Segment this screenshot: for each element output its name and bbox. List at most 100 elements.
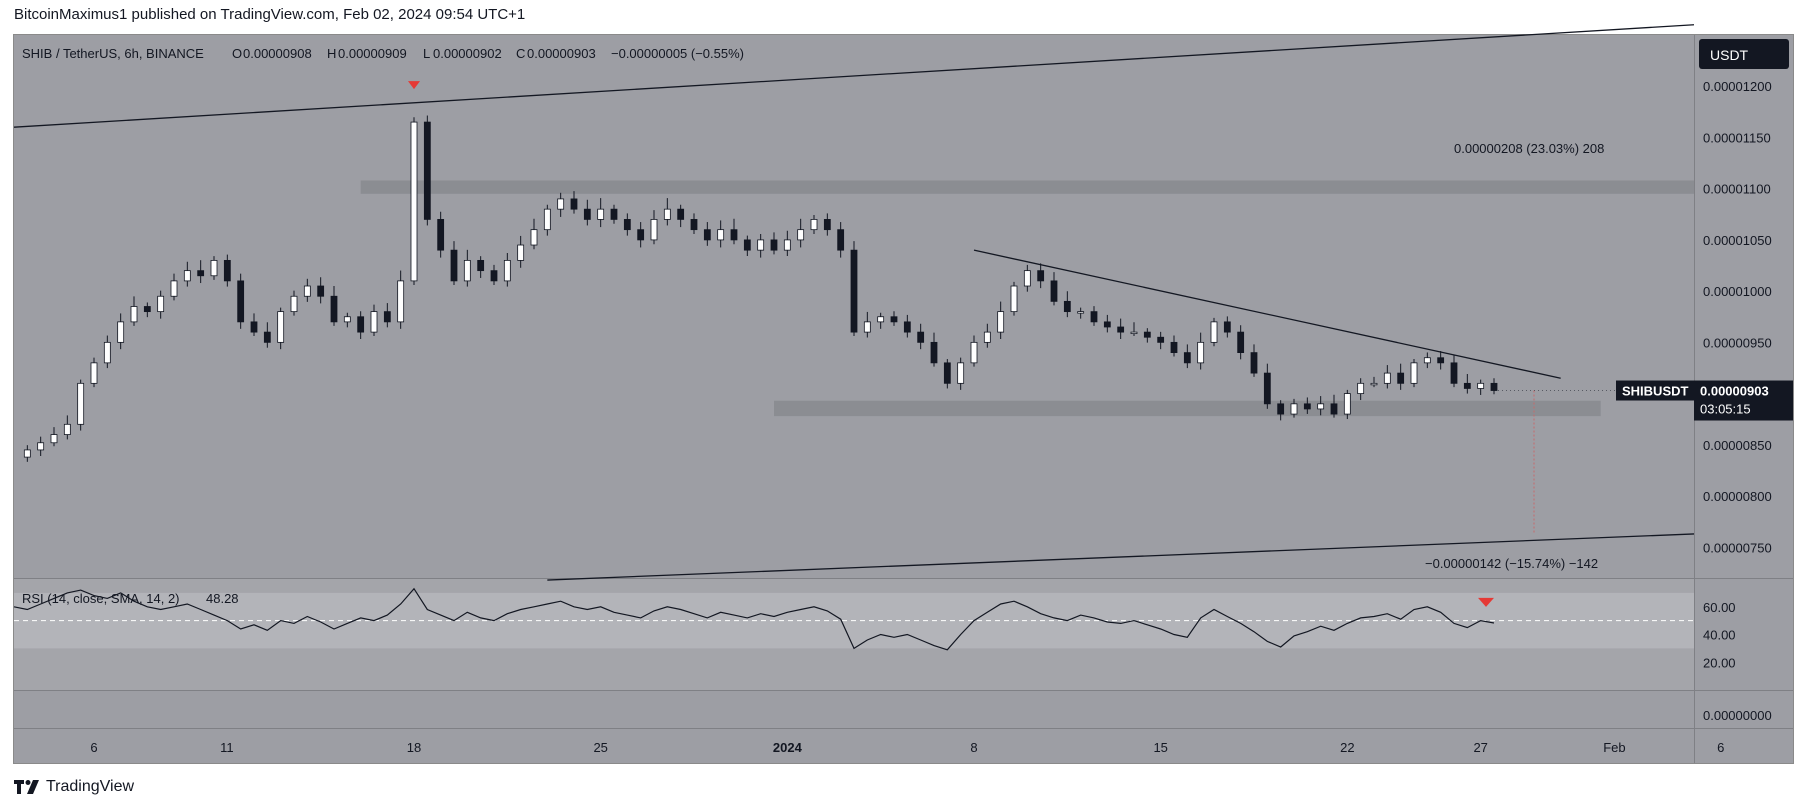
candle-bear [930,341,938,364]
candle-bull [370,311,378,333]
candle-bear [383,311,391,323]
bottom-pane-tick: 0.00000000 [1703,708,1772,723]
rsi-value: 48.28 [206,591,239,606]
candle-bull [557,198,565,210]
candle-bull [343,316,351,323]
candle-bear [1237,331,1245,354]
candle-bull [717,229,725,241]
legend-symbol: SHIB / TetherUS, 6h, BINANCE [22,46,204,61]
candle-bull [303,285,311,297]
time-tick-label: 22 [1340,740,1354,755]
currency-label: USDT [1710,47,1749,63]
publisher-caption: BitcoinMaximus1 published on TradingView… [14,6,526,23]
candle-bull [90,362,98,384]
legend-o-value: 0.00000908 [243,46,312,61]
price-tick-label: 0.00001050 [1703,233,1772,248]
candle-bull [1357,382,1365,394]
candle-bull [463,259,471,282]
currency-button[interactable] [1699,39,1789,69]
candle-bull [37,442,45,451]
candle-bull [157,295,165,313]
candle-bull [1210,321,1218,343]
candle-bear [423,121,431,220]
candle-bear [1143,331,1151,338]
resistance-zone [360,180,1695,194]
candle-bear [917,331,925,343]
candle-bear [1330,403,1338,415]
candle-bull [103,341,111,364]
candle-bull [63,423,71,435]
candle-bear [823,219,831,231]
trendlines-layer [13,24,1695,581]
candle-bull [183,270,191,282]
last-price-tag: SHIBUSDT 0.00000903 03:05:15 [1616,380,1793,421]
tradingview-logo-icon [14,780,40,794]
candle-bear [1437,357,1445,364]
rsi-marker-icon [1478,597,1494,607]
price-tick-label: 0.00000850 [1703,438,1772,453]
candle-bull [1130,331,1138,335]
time-tick-label: Feb [1603,740,1625,755]
symbol-tag-bg [1616,380,1694,401]
legend-h-label: H [327,46,336,61]
candle-bull [50,434,58,444]
candle-bear [903,321,911,333]
candle-bear [943,362,951,384]
candle-bull [970,341,978,364]
rsi-tick-label: 20.00 [1703,655,1736,670]
candle-bear [1250,352,1258,374]
support-zone [774,400,1601,417]
candle-bear [570,198,578,210]
candle-bear [250,321,258,333]
price-tick-label: 0.00000750 [1703,540,1772,555]
candle-bull [517,244,525,261]
symbol-tag-text: SHIBUSDT [1622,384,1689,399]
price-tag-bg [1694,380,1793,421]
rsi-layer: 60.00 40.00 20.00 [13,587,1736,670]
legend-change: −0.00000005 (−0.55%) [611,46,744,61]
legend-l-label: L [423,46,430,61]
candle-bear [703,229,711,241]
legend-c-label: C [516,46,525,61]
candle-bull [397,280,405,323]
candle-bull [1343,393,1351,415]
candle-bear [1157,336,1165,343]
candle-bear [1050,280,1058,302]
lower-channel-line [547,533,1695,581]
candle-bear [1117,326,1125,333]
time-tick-label: 6 [90,740,97,755]
time-tick-label: 27 [1473,740,1487,755]
time-tick-label: 11 [220,740,234,755]
candle-bear [263,331,271,343]
candle-bull [1290,403,1298,415]
candle-bull [863,321,871,333]
candle-bull [1197,341,1205,364]
candle-bear [477,259,485,272]
candle-bear [677,208,685,220]
candle-bull [23,449,31,458]
candle-bear [890,316,898,323]
candle-bear [1183,352,1191,364]
price-tick-label: 0.00000800 [1703,489,1772,504]
candle-bear [1063,300,1071,313]
price-tick-label: 0.00001000 [1703,284,1772,299]
top-marker-icon [408,81,420,90]
candles-layer [23,115,1498,462]
candle-bear [623,219,631,231]
candle-bull [810,219,818,231]
tradingview-logo[interactable]: TradingView [14,778,134,796]
candle-bear [1463,382,1471,389]
candle-bull [877,316,885,323]
candle-bull [503,259,511,282]
candle-bear [690,219,698,231]
candle-bear [317,285,325,297]
legend-o-label: O [232,46,242,61]
legend-ohlc: O 0.00000908 H 0.00000909 L 0.00000902 C… [232,46,744,61]
candle-bull [277,311,285,343]
descending-resistance-line [973,249,1561,379]
candle-bull [650,219,658,241]
candle-bear [770,239,778,251]
rsi-tick-label: 60.00 [1703,600,1736,615]
measure-down-label: −0.00000142 (−15.74%) −142 [1425,556,1598,571]
